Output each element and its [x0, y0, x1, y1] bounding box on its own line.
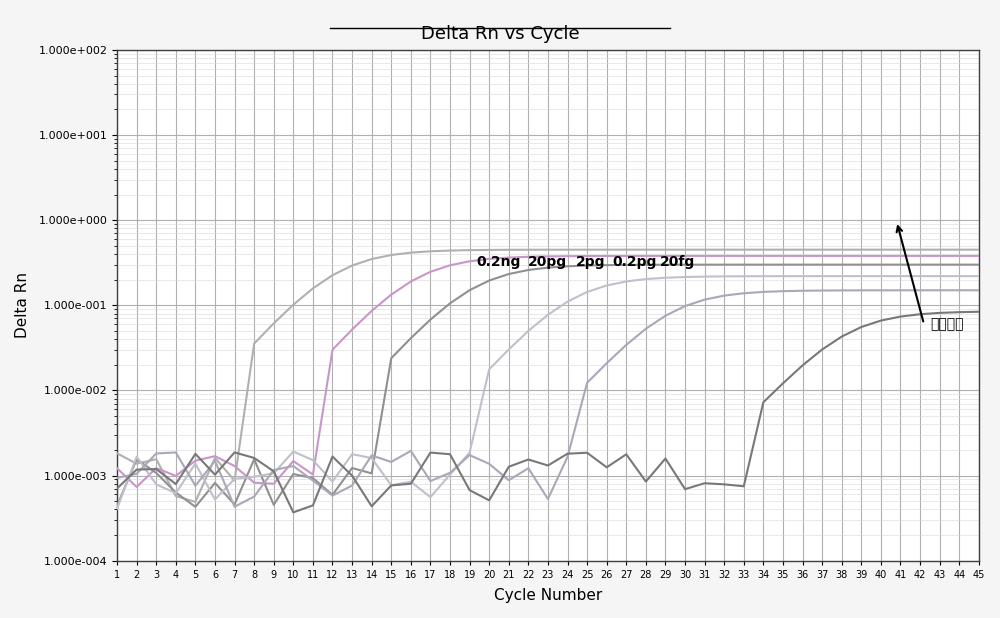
Text: 2pg: 2pg	[576, 255, 606, 269]
Text: 20pg: 20pg	[528, 255, 567, 269]
Text: 阴性对照: 阴性对照	[930, 317, 963, 331]
Text: 0.2ng: 0.2ng	[477, 255, 521, 269]
Text: Delta Rn vs Cycle: Delta Rn vs Cycle	[421, 25, 579, 43]
X-axis label: Cycle Number: Cycle Number	[494, 588, 602, 603]
Text: 20fg: 20fg	[660, 255, 695, 269]
Text: 0.2pg: 0.2pg	[612, 255, 656, 269]
Y-axis label: Delta Rn: Delta Rn	[15, 273, 30, 338]
